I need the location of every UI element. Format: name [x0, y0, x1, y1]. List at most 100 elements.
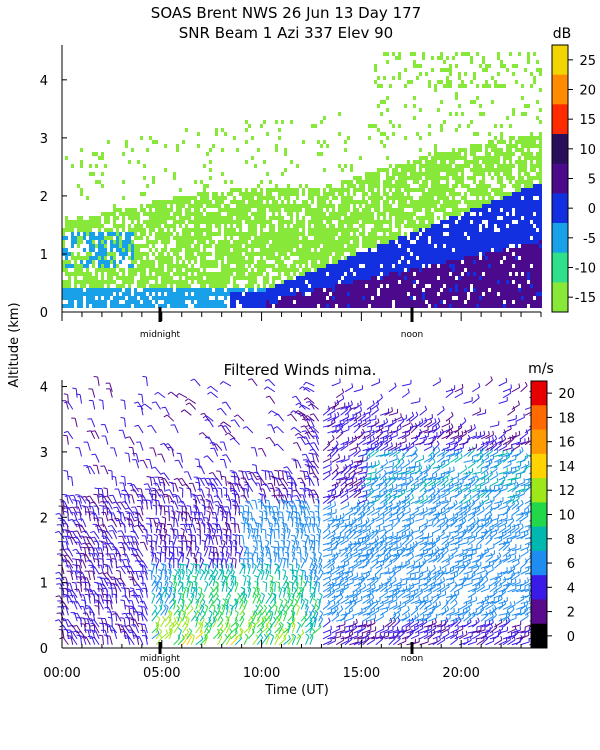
- snr-cell: [395, 264, 398, 268]
- snr-cell: [107, 212, 110, 216]
- snr-cell: [413, 276, 416, 280]
- snr-cell: [110, 272, 113, 276]
- snr-cell: [341, 180, 344, 184]
- snr-cell: [422, 232, 425, 236]
- snr-cell: [266, 280, 269, 284]
- snr-cell: [431, 248, 434, 252]
- snr-cell: [401, 200, 404, 204]
- snr-cell: [281, 224, 284, 228]
- snr-cell: [431, 280, 434, 284]
- snr-cell: [311, 280, 314, 284]
- snr-cell: [152, 220, 155, 224]
- snr-cell: [539, 184, 542, 188]
- snr-cell: [407, 300, 410, 304]
- snr-cell: [218, 240, 221, 244]
- wind-barb: [102, 541, 105, 551]
- snr-cell: [275, 304, 278, 308]
- snr-cell: [431, 56, 434, 60]
- snr-cell: [155, 288, 158, 292]
- wind-barb-flag: [82, 536, 87, 538]
- snr-cell: [344, 200, 347, 204]
- snr-cell: [158, 272, 161, 276]
- snr-cell: [281, 264, 284, 268]
- snr-cell: [266, 188, 269, 192]
- snr-cell: [83, 272, 86, 276]
- snr-colorbar-swatch: [552, 223, 568, 254]
- snr-cell: [323, 200, 326, 204]
- snr-cell: [185, 240, 188, 244]
- snr-cell: [407, 164, 410, 168]
- snr-cell: [125, 212, 128, 216]
- snr-cell: [533, 268, 536, 272]
- snr-cell: [434, 180, 437, 184]
- wind-barb-flag: [59, 636, 64, 640]
- snr-cell: [473, 236, 476, 240]
- snr-cell: [239, 208, 242, 212]
- snr-cell: [452, 184, 455, 188]
- snr-cell: [368, 172, 371, 176]
- snr-cell: [302, 248, 305, 252]
- snr-cell: [233, 244, 236, 248]
- snr-cell: [347, 216, 350, 220]
- snr-cell: [269, 244, 272, 248]
- snr-cell: [473, 72, 476, 76]
- snr-cell: [530, 196, 533, 200]
- snr-cell: [419, 304, 422, 308]
- snr-cell: [488, 220, 491, 224]
- snr-cell: [218, 196, 221, 200]
- snr-cell: [206, 204, 209, 208]
- snr-cell: [332, 240, 335, 244]
- snr-cell: [530, 176, 533, 180]
- snr-cell: [467, 124, 470, 128]
- snr-cell: [176, 248, 179, 252]
- snr-cell: [269, 188, 272, 192]
- snr-cell: [293, 236, 296, 240]
- snr-cell: [371, 252, 374, 256]
- snr-cell: [446, 204, 449, 208]
- snr-cell: [209, 264, 212, 268]
- snr-cell: [485, 212, 488, 216]
- snr-cell: [77, 268, 80, 272]
- snr-cell: [317, 188, 320, 192]
- snr-cell: [284, 280, 287, 284]
- snr-cell: [476, 204, 479, 208]
- snr-cell: [137, 212, 140, 216]
- snr-cell: [491, 148, 494, 152]
- snr-cell: [362, 232, 365, 236]
- snr-cell: [119, 276, 122, 280]
- snr-cell: [161, 212, 164, 216]
- snr-cell: [347, 280, 350, 284]
- snr-cell: [464, 276, 467, 280]
- snr-cell: [461, 184, 464, 188]
- snr-cell: [221, 172, 224, 176]
- snr-cell: [422, 156, 425, 160]
- snr-cell: [434, 268, 437, 272]
- snr-cell: [455, 304, 458, 308]
- snr-cell: [230, 256, 233, 260]
- snr-cell: [530, 260, 533, 264]
- snr-cell: [155, 224, 158, 228]
- snr-cell: [473, 192, 476, 196]
- snr-cell: [239, 200, 242, 204]
- snr-cell: [470, 224, 473, 228]
- snr-cell: [257, 148, 260, 152]
- wind-barb: [83, 576, 87, 586]
- snr-cell: [206, 300, 209, 304]
- snr-cell: [80, 304, 83, 308]
- snr-cell: [398, 176, 401, 180]
- snr-cell: [287, 192, 290, 196]
- wind-barb: [92, 400, 96, 410]
- snr-cell: [536, 236, 539, 240]
- snr-cell: [218, 256, 221, 260]
- snr-cell: [413, 96, 416, 100]
- snr-cell: [362, 276, 365, 280]
- snr-cell: [362, 188, 365, 192]
- snr-cell: [350, 260, 353, 264]
- snr-cell: [533, 192, 536, 196]
- snr-cell: [455, 212, 458, 216]
- snr-cell: [536, 256, 539, 260]
- snr-cell: [224, 264, 227, 268]
- snr-cell: [284, 220, 287, 224]
- snr-cell: [473, 204, 476, 208]
